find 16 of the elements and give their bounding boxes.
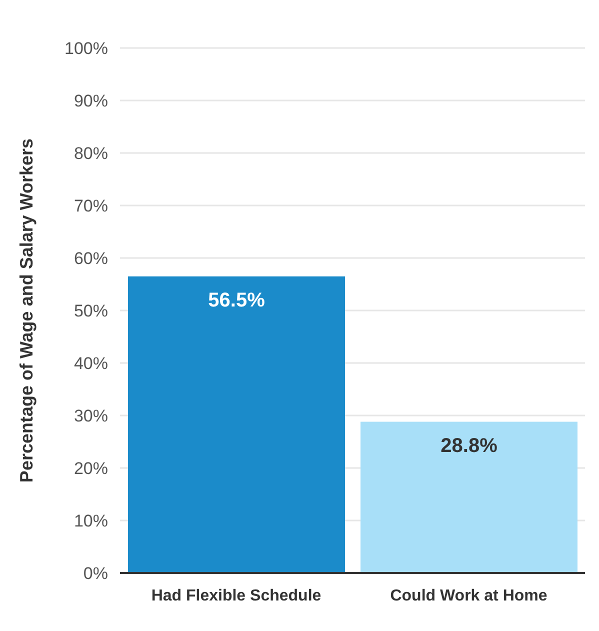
y-tick-label: 0% <box>83 564 108 584</box>
y-tick-label: 20% <box>74 459 108 478</box>
x-tick-label: Could Work at Home <box>390 587 548 604</box>
y-tick-label: 100% <box>64 39 108 58</box>
y-tick-label: 80% <box>74 144 108 164</box>
y-tick-label: 60% <box>74 249 108 268</box>
y-axis-title: Percentage of Wage and Salary Workers <box>16 138 36 483</box>
x-tick-label: Had Flexible Schedule <box>151 587 322 604</box>
y-tick-label: 70% <box>74 196 108 216</box>
y-tick-label: 30% <box>74 406 108 426</box>
y-tick-label: 90% <box>74 92 108 111</box>
y-tick-label: 40% <box>74 354 108 374</box>
data-label: 28.8% <box>440 434 498 457</box>
y-tick-label: 10% <box>74 512 108 531</box>
y-tick-label: 50% <box>74 302 108 321</box>
data-label: 56.5% <box>208 289 266 312</box>
